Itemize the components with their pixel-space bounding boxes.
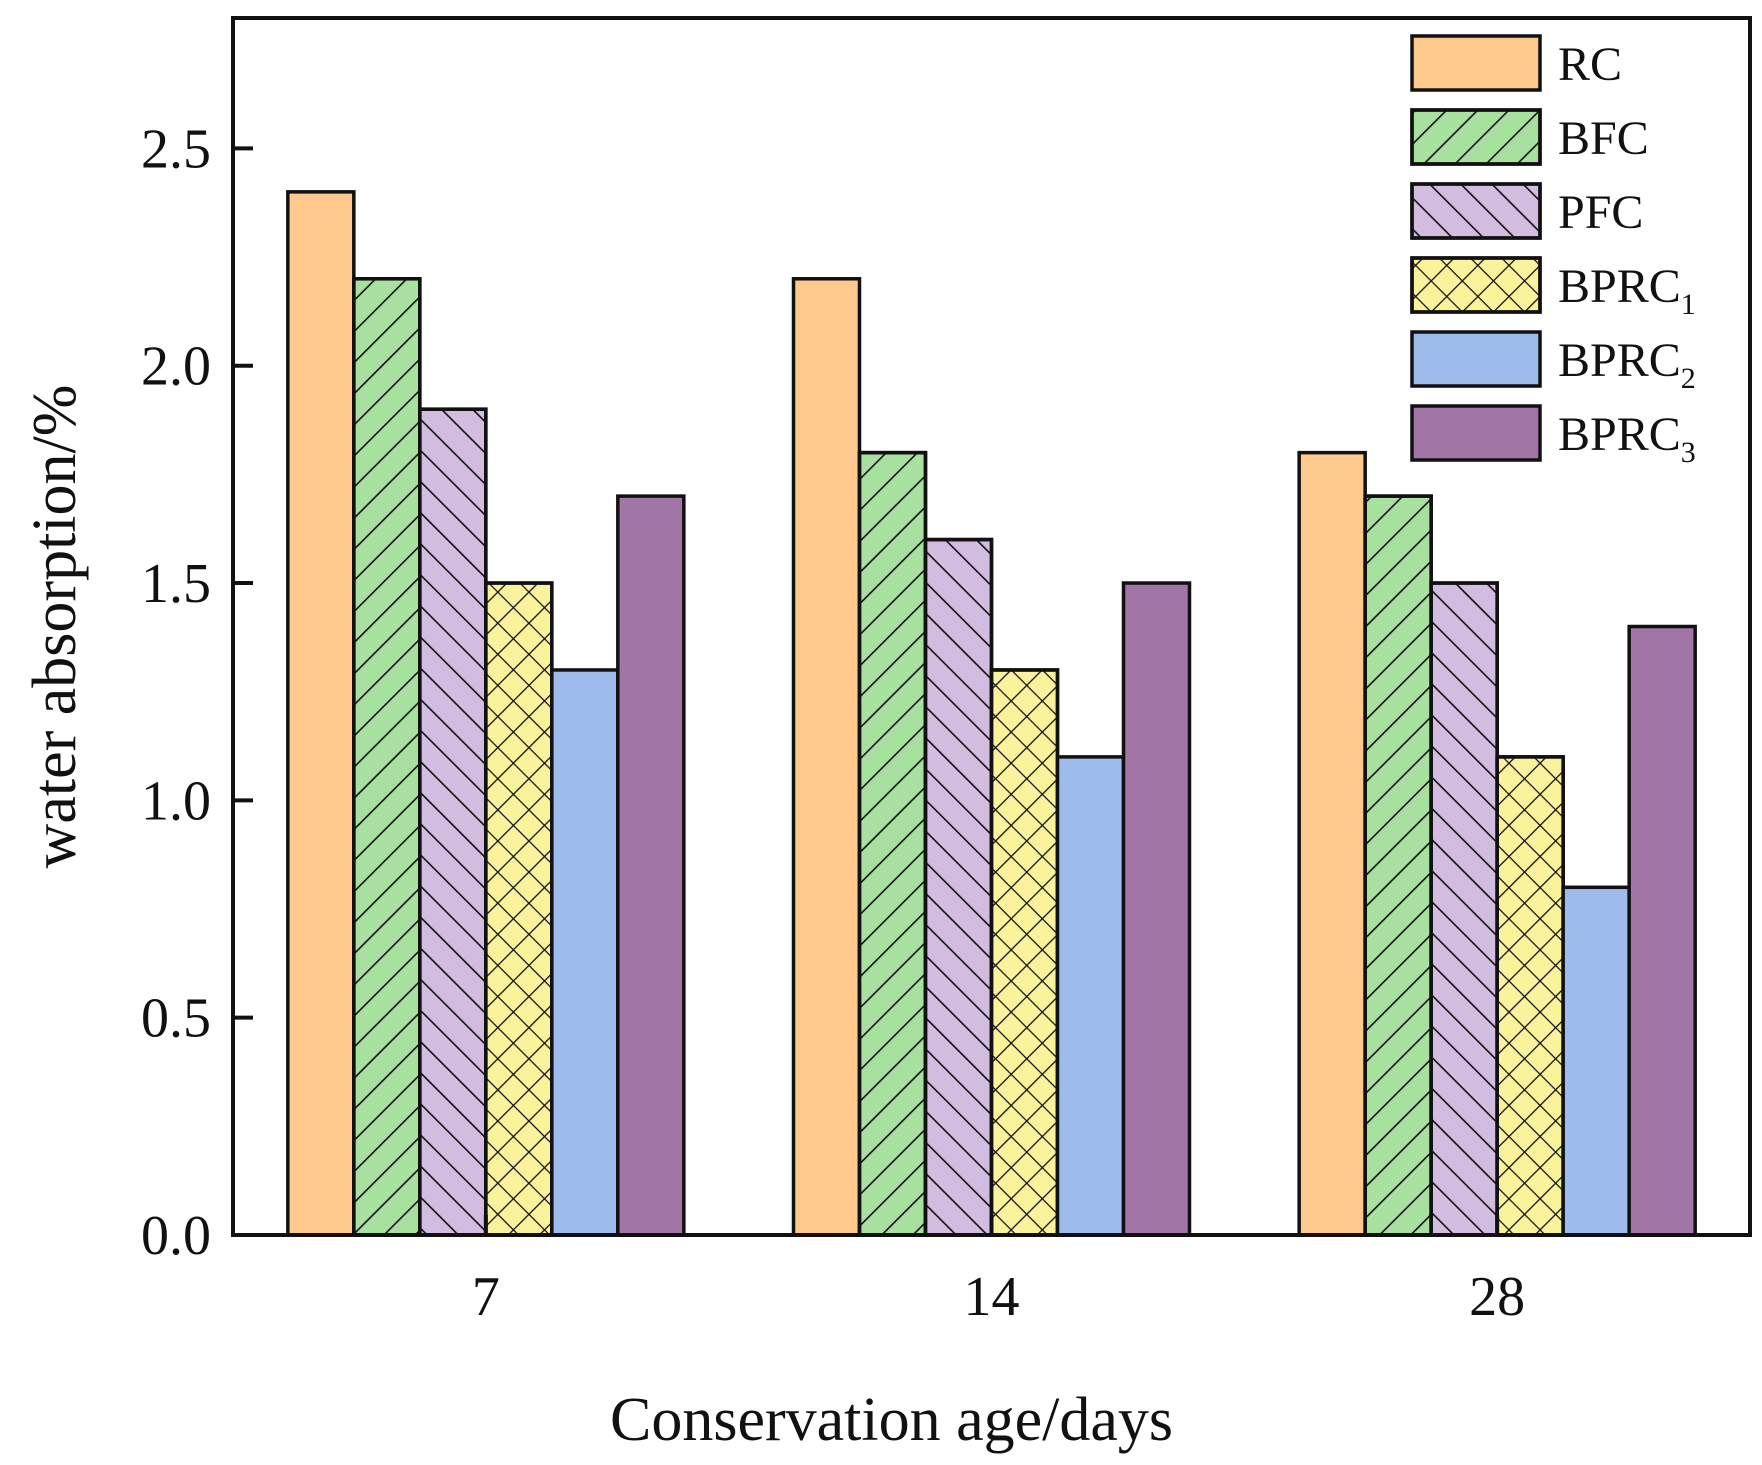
- bar: [1627, 624, 1697, 1237]
- y-tick-label: 0.5: [141, 988, 211, 1050]
- y-axis-title: water absorption/%: [21, 385, 89, 869]
- legend-swatch: [1410, 330, 1542, 388]
- bar: [1561, 885, 1631, 1237]
- legend-swatch: [1410, 404, 1542, 462]
- legend-label-subscript: 3: [1681, 436, 1696, 469]
- y-tick-label: 0.0: [141, 1205, 211, 1267]
- legend-label-text: BPRC: [1558, 334, 1681, 387]
- bar-hatch: [1429, 581, 1499, 1237]
- legend-label-text: BPRC: [1558, 408, 1681, 461]
- legend-swatch-hatch: [1410, 108, 1542, 166]
- legend-label-text: BFC: [1558, 112, 1649, 165]
- bar: [1297, 450, 1367, 1237]
- legend-label-text: PFC: [1558, 186, 1643, 239]
- legend-label: RC: [1558, 38, 1622, 91]
- y-axis-ticks: 0.0 0.5 1.0 1.5 2.0 2.5: [141, 118, 253, 1267]
- legend-label-subscript: 1: [1681, 288, 1696, 321]
- y-tick-label: 2.5: [141, 118, 211, 180]
- bar-hatch: [484, 581, 554, 1237]
- x-tick-label: 28: [1469, 1266, 1525, 1328]
- bar-hatch: [418, 407, 488, 1237]
- bar: [616, 494, 686, 1237]
- legend-label: BFC: [1558, 112, 1649, 165]
- bar: [550, 668, 620, 1237]
- plot-frame: [231, 16, 1752, 1237]
- legend-label: BPRC3: [1558, 408, 1696, 469]
- bar-hatch: [352, 277, 422, 1237]
- bars-layer: [286, 190, 1697, 1237]
- bar: [791, 277, 862, 1237]
- legend-label-text: RC: [1558, 38, 1622, 91]
- bar-hatch: [1363, 494, 1433, 1237]
- legend-swatch-hatch: [1410, 256, 1542, 314]
- bar: [286, 190, 356, 1237]
- legend-label-subscript: 2: [1681, 362, 1696, 395]
- legend-swatch-hatch: [1410, 182, 1542, 240]
- x-tick-label: 14: [964, 1266, 1020, 1328]
- y-tick-label: 2.0: [141, 336, 211, 398]
- x-axis-ticks: 7 14 28: [472, 1215, 1525, 1328]
- bar-hatch: [923, 537, 994, 1237]
- bar: [1121, 581, 1192, 1237]
- bar: [1055, 755, 1126, 1237]
- y-tick-label: 1.5: [141, 553, 211, 615]
- bar-hatch: [989, 668, 1060, 1237]
- bar-hatch: [857, 450, 928, 1237]
- legend-label: BPRC2: [1558, 334, 1696, 395]
- y-tick-label: 1.0: [141, 770, 211, 832]
- x-axis-title: Conservation age/days: [610, 1386, 1173, 1454]
- legend-label-text: BPRC: [1558, 260, 1681, 313]
- bar-hatch: [1495, 755, 1565, 1237]
- legend-swatch: [1410, 34, 1542, 92]
- legend-label: PFC: [1558, 186, 1643, 239]
- x-tick-label: 7: [472, 1266, 500, 1328]
- legend-label: BPRC1: [1558, 260, 1696, 321]
